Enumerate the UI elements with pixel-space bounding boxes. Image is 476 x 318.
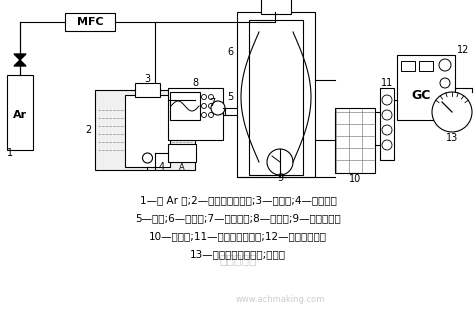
Text: MFC: MFC (77, 17, 103, 27)
Bar (65, 13, 115, 31)
Text: 2: 2 (86, 125, 92, 135)
Bar (248, 20, 302, 175)
Text: 10: 10 (348, 174, 360, 184)
Bar (7, 75, 33, 150)
Text: A: A (179, 162, 185, 171)
Text: 6: 6 (228, 47, 234, 57)
Text: 中国期刊网: 中国期刊网 (219, 253, 256, 266)
Bar (125, 95, 169, 167)
Circle shape (381, 125, 391, 135)
Circle shape (381, 110, 391, 120)
Text: www.achmaking.com: www.achmaking.com (235, 295, 324, 305)
Polygon shape (14, 54, 26, 60)
Circle shape (438, 59, 450, 71)
Text: 8: 8 (192, 78, 198, 88)
Circle shape (201, 113, 206, 117)
Text: GC: GC (410, 89, 430, 102)
Circle shape (210, 101, 225, 115)
Text: 12: 12 (456, 45, 468, 55)
Text: 1: 1 (7, 148, 13, 158)
Text: 13—含液天然气流量计;热电陡: 13—含液天然气流量计;热电陡 (189, 249, 286, 259)
Polygon shape (14, 60, 26, 66)
Bar (379, 88, 393, 160)
Text: 7: 7 (208, 98, 215, 108)
Circle shape (142, 153, 152, 163)
Bar (334, 108, 374, 173)
Text: 9: 9 (277, 173, 282, 183)
Bar (260, 0, 290, 14)
Text: 5: 5 (227, 92, 233, 102)
Text: 5—电极;6—玻璃管;7—高压探针;8—示波器;9—高压电源；: 5—电极;6—玻璃管;7—高压探针;8—示波器;9—高压电源； (135, 213, 340, 223)
Circle shape (208, 103, 213, 108)
Circle shape (431, 92, 471, 132)
Text: 3: 3 (144, 74, 150, 84)
Bar (135, 83, 159, 97)
Bar (400, 61, 414, 71)
Circle shape (381, 140, 391, 150)
Bar (169, 92, 199, 120)
Circle shape (267, 149, 292, 175)
Circle shape (208, 113, 213, 117)
Bar (168, 144, 196, 162)
Circle shape (439, 78, 449, 88)
Bar (95, 90, 195, 170)
Circle shape (201, 94, 206, 100)
Bar (237, 12, 314, 177)
Circle shape (381, 95, 391, 105)
Text: 10—冷却槽;11—气泡流量控制器;12—气相色谱仪；: 10—冷却槽;11—气泡流量控制器;12—气相色谱仪； (149, 231, 327, 241)
Text: Ar: Ar (13, 110, 27, 120)
Text: 11: 11 (380, 78, 392, 88)
Circle shape (201, 103, 206, 108)
Bar (418, 61, 432, 71)
Text: 13: 13 (445, 133, 457, 143)
Bar (396, 55, 454, 120)
Circle shape (208, 94, 213, 100)
Bar (168, 88, 223, 140)
Text: 1—储 Ar 罐;2—电热恒温水浴锅;3—广口瓶;4—蒸发器；: 1—储 Ar 罐;2—电热恒温水浴锅;3—广口瓶;4—蒸发器； (139, 195, 336, 205)
Text: 4: 4 (159, 162, 165, 172)
